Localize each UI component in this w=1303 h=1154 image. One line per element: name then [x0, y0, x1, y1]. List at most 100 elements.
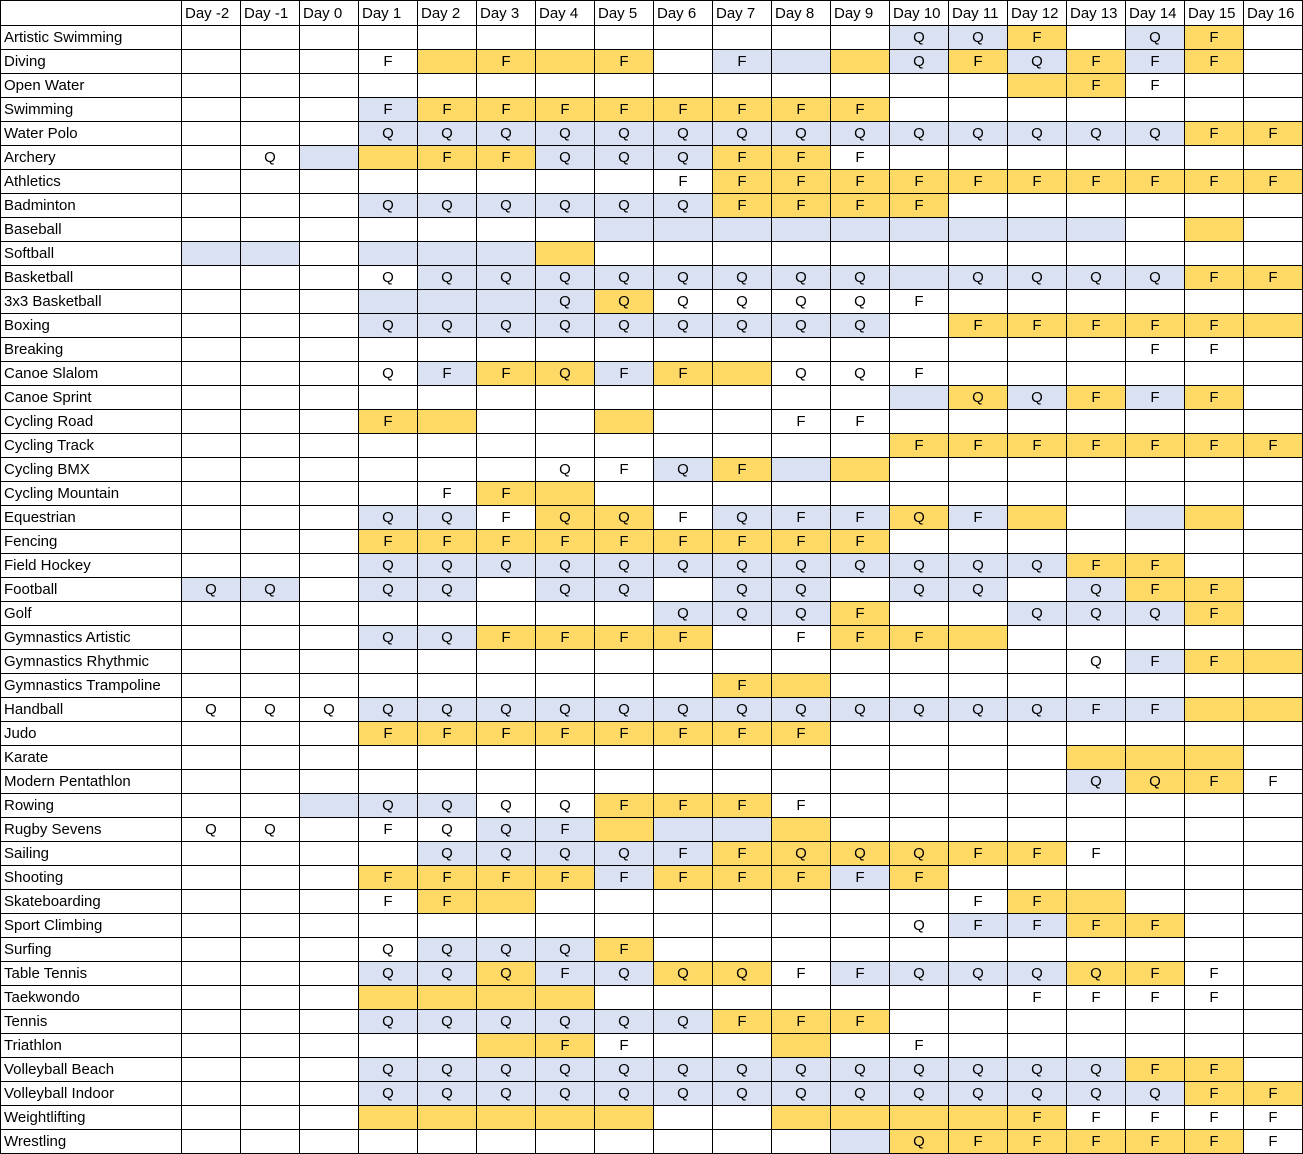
schedule-cell: F: [417, 721, 477, 746]
schedule-cell: F: [1243, 433, 1303, 458]
schedule-cell: Q: [535, 361, 595, 386]
schedule-cell: F: [1184, 961, 1244, 986]
schedule-cell: [771, 1105, 831, 1130]
table-row: Breaking F F: [0, 337, 1303, 362]
schedule-cell: [948, 1033, 1008, 1058]
schedule-cell: [1066, 865, 1126, 890]
schedule-cell: F: [476, 529, 536, 554]
schedule-cell: Q: [1125, 265, 1185, 290]
table-row: Volleyball Indoor Q Q Q Q Q Q Q Q Q Q Q Q Q Q F F: [0, 1081, 1303, 1106]
schedule-cell: [1125, 841, 1185, 866]
schedule-cell: [1184, 913, 1244, 938]
table-row: Wrestling Q F F F F F F: [0, 1129, 1303, 1154]
schedule-cell: Q: [594, 841, 654, 866]
schedule-cell: [358, 1105, 418, 1130]
schedule-cell: [889, 673, 949, 698]
schedule-cell: [476, 25, 536, 50]
schedule-cell: [712, 361, 772, 386]
schedule-cell: [653, 745, 713, 770]
schedule-cell: F: [830, 625, 890, 650]
sport-name: Golf: [0, 601, 182, 626]
schedule-cell: Q: [535, 1009, 595, 1034]
sport-name: Volleyball Beach: [0, 1057, 182, 1082]
schedule-cell: [1184, 97, 1244, 122]
schedule-cell: F: [1243, 1129, 1303, 1154]
schedule-cell: F: [594, 97, 654, 122]
schedule-cell: [830, 1033, 890, 1058]
schedule-cell: [358, 1033, 418, 1058]
schedule-cell: [771, 481, 831, 506]
column-header: Day 1: [358, 0, 418, 26]
schedule-cell: F: [476, 49, 536, 74]
schedule-cell: F: [889, 1033, 949, 1058]
schedule-cell: Q: [417, 841, 477, 866]
schedule-cell: [1243, 25, 1303, 50]
schedule-cell: [1125, 817, 1185, 842]
schedule-cell: [653, 577, 713, 602]
schedule-cell: [889, 385, 949, 410]
schedule-cell: [1243, 337, 1303, 362]
schedule-cell: [830, 49, 890, 74]
schedule-cell: F: [653, 793, 713, 818]
schedule-cell: [712, 433, 772, 458]
schedule-cell: [1243, 1033, 1303, 1058]
schedule-cell: F: [830, 601, 890, 626]
table-row: Table Tennis Q Q Q F Q Q Q F F Q Q Q Q F F: [0, 961, 1303, 986]
schedule-cell: [181, 145, 241, 170]
schedule-cell: Q: [653, 697, 713, 722]
schedule-cell: [1243, 697, 1303, 722]
schedule-cell: F: [830, 409, 890, 434]
schedule-cell: F: [417, 529, 477, 554]
schedule-cell: [358, 145, 418, 170]
schedule-cell: [1007, 241, 1067, 266]
schedule-cell: [1007, 481, 1067, 506]
column-header: Day 8: [771, 0, 831, 26]
header-corner: [0, 0, 182, 26]
schedule-cell: F: [1066, 1105, 1126, 1130]
schedule-cell: F: [771, 625, 831, 650]
column-header: Day 2: [417, 0, 477, 26]
schedule-cell: Q: [948, 1081, 1008, 1106]
schedule-cell: F: [476, 361, 536, 386]
schedule-cell: F: [1066, 169, 1126, 194]
schedule-cell: [1125, 793, 1185, 818]
schedule-cell: [1243, 145, 1303, 170]
schedule-cell: [1066, 145, 1126, 170]
schedule-cell: Q: [653, 145, 713, 170]
schedule-cell: F: [594, 529, 654, 554]
schedule-cell: [181, 313, 241, 338]
schedule-cell: Q: [1125, 769, 1185, 794]
schedule-cell: F: [1007, 889, 1067, 914]
schedule-cell: Q: [830, 289, 890, 314]
schedule-cell: Q: [1007, 385, 1067, 410]
schedule-cell: [594, 217, 654, 242]
schedule-cell: [535, 25, 595, 50]
sport-name: Open Water: [0, 73, 182, 98]
schedule-cell: F: [653, 529, 713, 554]
sport-name: Volleyball Indoor: [0, 1081, 182, 1106]
schedule-cell: [1007, 721, 1067, 746]
schedule-cell: [417, 217, 477, 242]
schedule-cell: F: [1066, 985, 1126, 1010]
schedule-cell: F: [1007, 169, 1067, 194]
header-row: Day -2 Day -1 Day 0 Day 1 Day 2 Day 3 Day 4 Day…: [0, 0, 1303, 26]
schedule-cell: [535, 481, 595, 506]
schedule-cell: Q: [889, 697, 949, 722]
schedule-cell: [830, 217, 890, 242]
schedule-cell: [1066, 889, 1126, 914]
schedule-cell: [417, 385, 477, 410]
schedule-cell: [1066, 409, 1126, 434]
schedule-cell: F: [1125, 169, 1185, 194]
schedule-cell: [299, 73, 359, 98]
schedule-cell: Q: [535, 1057, 595, 1082]
schedule-cell: [771, 1129, 831, 1154]
schedule-cell: Q: [830, 313, 890, 338]
schedule-cell: [240, 217, 300, 242]
schedule-cell: F: [830, 865, 890, 890]
schedule-cell: [299, 937, 359, 962]
sport-name: Cycling Road: [0, 409, 182, 434]
schedule-cell: [358, 457, 418, 482]
schedule-cell: [1066, 457, 1126, 482]
schedule-cell: Q: [712, 697, 772, 722]
